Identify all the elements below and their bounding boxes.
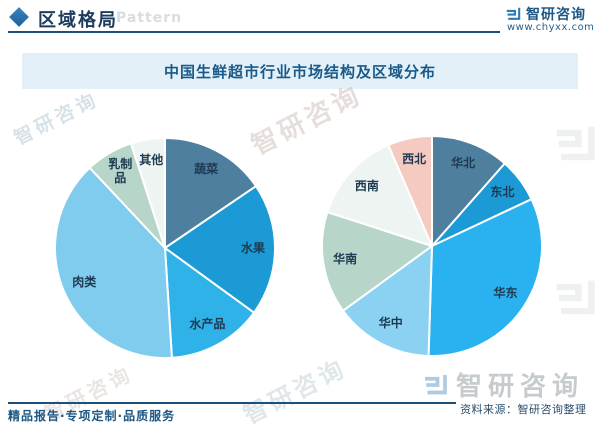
header-divider — [8, 31, 500, 33]
pie-slice-1-3 — [342, 245, 433, 357]
footer-brand-watermark: 智研咨询 — [420, 366, 584, 403]
regional-distribution-pie-chart: 华北 东北华东华中 华南 西南 西北 — [317, 131, 547, 361]
pie-slice-label: 水产品 — [189, 317, 226, 332]
pie-slice-label: 西南 — [354, 178, 379, 193]
footer-divider — [8, 402, 456, 404]
pie-slice-0-2 — [164, 247, 255, 359]
pie-svg — [54, 137, 276, 359]
pie-slice-0-3 — [54, 166, 173, 359]
market-structure-pie-chart: 蔬菜水果水产品 肉类 乳制品其他 — [50, 133, 280, 363]
pie-slice-label: 西北 — [402, 151, 427, 166]
pie-svg — [320, 135, 543, 357]
pie-slice-label: 华东 — [493, 286, 518, 301]
pie-slice-label: 蔬菜 — [194, 162, 219, 177]
pie-slice-0-5 — [130, 137, 166, 249]
pie-slice-label: 华北 — [451, 155, 476, 170]
footer-brand-watermark-icon — [425, 374, 447, 394]
pie-slice-label: 乳制品 — [108, 157, 133, 186]
pie-slice-label: 肉类 — [72, 275, 97, 290]
brand-logo: 智研咨询 — [505, 4, 586, 24]
logo-watermark-icon — [548, 118, 600, 174]
footer-tagline: 精品报告·专项定制·品质服务 — [8, 409, 176, 423]
pie-slice-0-0 — [164, 137, 257, 249]
section-diamond-icon — [9, 7, 29, 27]
brand-url: www.chyxx.com — [507, 22, 595, 33]
pie-slice-label: 水果 — [240, 241, 265, 256]
footer-brand-watermark-text: 智研咨询 — [456, 372, 585, 402]
logo-watermark-icon — [548, 272, 600, 328]
pie-slice-label: 东北 — [490, 185, 515, 200]
pattern-watermark-text: Pattern — [116, 10, 183, 26]
pie-slice-label: 华南 — [333, 251, 358, 266]
pie-slice-label: 其他 — [139, 153, 164, 168]
pie-slice-label: 华中 — [378, 315, 403, 330]
brand-name: 智研咨询 — [526, 7, 586, 23]
chart-title-banner: 中国生鲜超市行业市场结构及区域分布 — [22, 53, 578, 89]
pie-slice-1-0 — [431, 135, 506, 247]
section-title: 区域格局 — [38, 10, 118, 31]
data-source-note: 资料来源：智研咨询整理 — [460, 403, 587, 416]
brand-logo-icon — [506, 7, 521, 20]
pie-slice-1-6 — [387, 135, 433, 247]
pie-slice-1-4 — [320, 211, 433, 312]
pie-slice-0-1 — [164, 185, 276, 314]
pie-slice-1-5 — [326, 144, 433, 247]
chart-title: 中国生鲜超市行业市场结构及区域分布 — [163, 62, 436, 81]
pie-slice-1-2 — [427, 198, 543, 357]
